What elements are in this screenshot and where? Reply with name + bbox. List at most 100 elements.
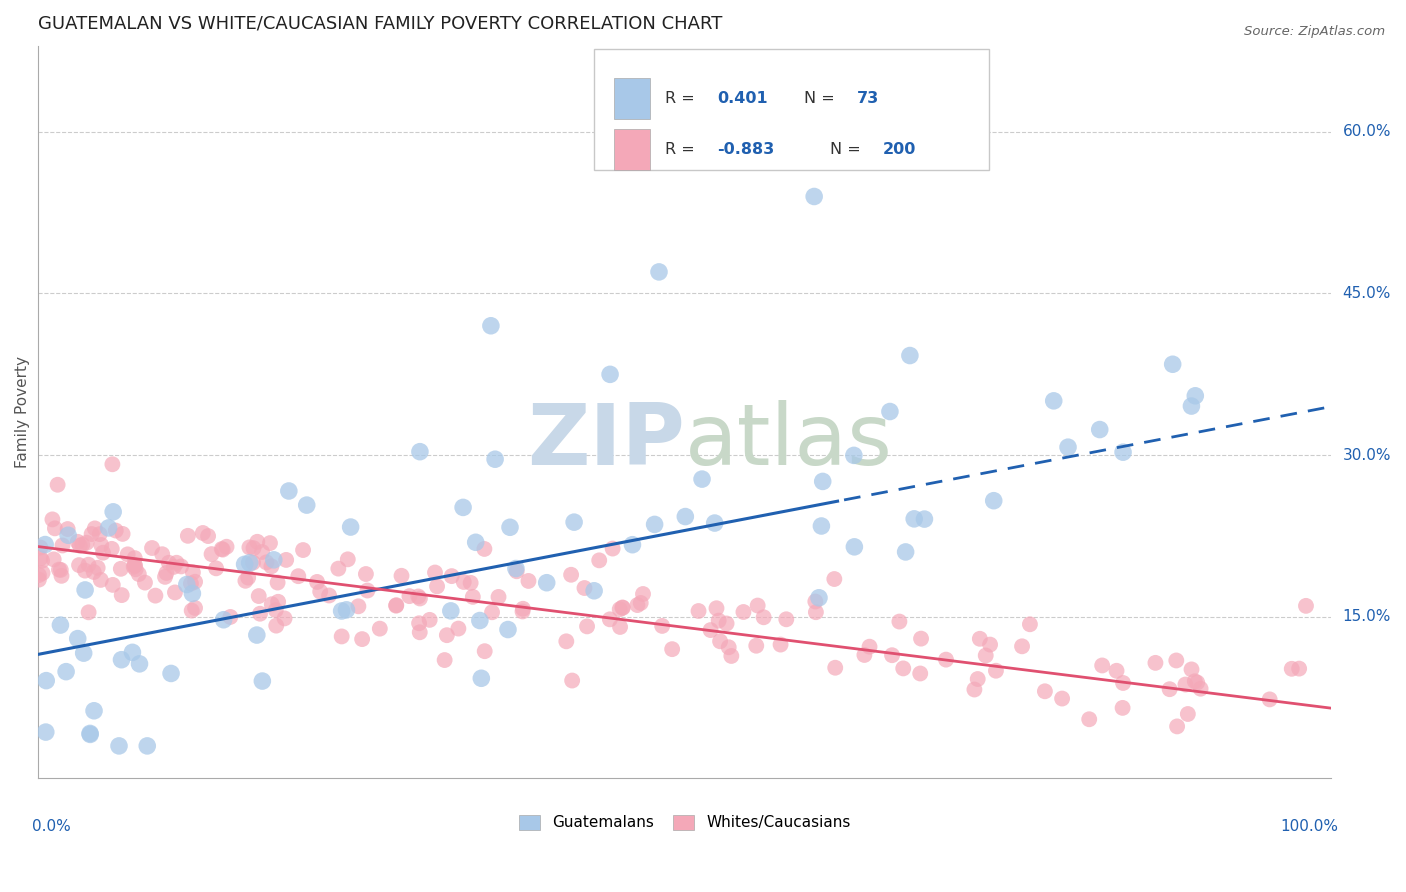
Point [474, 644, 496, 658]
Point [330, 629, 353, 643]
Point [249, 607, 271, 621]
Point [709, 634, 731, 648]
Text: 100.0%: 100.0% [1279, 819, 1339, 833]
Point [630, 596, 652, 610]
Point [891, 661, 914, 675]
Point [1258, 692, 1281, 706]
Point [211, 541, 233, 556]
Point [101, 578, 124, 592]
Point [1078, 712, 1101, 726]
Text: -0.883: -0.883 [717, 142, 775, 157]
Point [51, 538, 73, 552]
Point [31, 554, 53, 568]
Point [1281, 662, 1303, 676]
Point [191, 526, 214, 541]
Point [72, 538, 94, 552]
Point [810, 519, 832, 533]
Point [125, 562, 148, 576]
Point [110, 653, 132, 667]
Point [823, 572, 845, 586]
Point [235, 574, 257, 588]
Point [1011, 640, 1033, 654]
Point [536, 575, 558, 590]
Point [90, 538, 112, 552]
Point [128, 567, 150, 582]
Text: 30.0%: 30.0% [1343, 448, 1391, 463]
Point [804, 605, 827, 619]
Point [803, 189, 825, 203]
Point [436, 628, 458, 642]
Point [879, 404, 901, 418]
Point [101, 505, 124, 519]
Point [752, 610, 775, 624]
Point [560, 567, 582, 582]
Point [354, 567, 377, 582]
Point [124, 551, 146, 566]
Point [66, 534, 89, 549]
Point [561, 673, 583, 688]
Point [512, 604, 534, 618]
Point [67, 558, 90, 573]
Point [215, 540, 238, 554]
Text: 60.0%: 60.0% [1343, 124, 1391, 139]
Point [599, 612, 621, 626]
Point [166, 556, 188, 570]
Point [318, 589, 340, 603]
Point [260, 559, 283, 574]
Point [41, 512, 63, 526]
FancyBboxPatch shape [614, 78, 650, 119]
Point [1288, 662, 1310, 676]
Point [101, 457, 124, 471]
Point [335, 603, 357, 617]
FancyBboxPatch shape [614, 129, 650, 169]
Point [804, 594, 827, 608]
Point [200, 547, 222, 561]
Point [104, 524, 127, 538]
Point [479, 318, 502, 333]
Point [733, 605, 755, 619]
Point [824, 661, 846, 675]
Point [488, 590, 510, 604]
Point [347, 599, 370, 614]
Point [1180, 399, 1202, 413]
Text: N =: N = [830, 142, 866, 157]
Point [574, 581, 596, 595]
Point [150, 547, 173, 561]
Point [136, 739, 159, 753]
Point [75, 582, 97, 597]
Point [263, 553, 285, 567]
Point [979, 638, 1001, 652]
Point [239, 556, 262, 570]
Point [496, 623, 519, 637]
Point [631, 587, 654, 601]
Text: N =: N = [804, 91, 839, 106]
Point [811, 475, 834, 489]
Point [1187, 675, 1209, 690]
Point [807, 591, 830, 605]
Point [690, 472, 713, 486]
Point [238, 571, 260, 585]
Point [181, 566, 204, 580]
Point [470, 671, 492, 685]
Point [426, 579, 449, 593]
Text: atlas: atlas [685, 400, 893, 483]
Point [134, 575, 156, 590]
Point [440, 569, 463, 583]
Point [117, 547, 139, 561]
Y-axis label: Family Poverty: Family Poverty [15, 356, 30, 468]
Point [211, 542, 233, 557]
Point [76, 535, 98, 549]
Point [621, 538, 644, 552]
Point [969, 632, 991, 646]
Point [66, 632, 89, 646]
Point [505, 561, 527, 575]
Point [460, 575, 482, 590]
Point [124, 558, 146, 573]
Point [1057, 440, 1080, 454]
Point [912, 512, 935, 526]
Point [409, 625, 432, 640]
Point [408, 590, 430, 604]
Point [163, 559, 186, 574]
Point [1112, 445, 1135, 459]
Point [30, 541, 52, 555]
